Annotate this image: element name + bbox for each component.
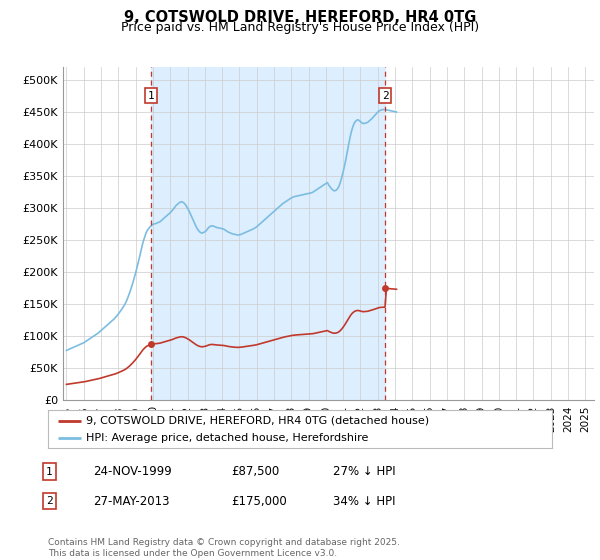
Text: 1: 1 xyxy=(148,91,155,101)
Text: 2: 2 xyxy=(382,91,388,101)
Text: £175,000: £175,000 xyxy=(231,494,287,508)
Text: 9, COTSWOLD DRIVE, HEREFORD, HR4 0TG: 9, COTSWOLD DRIVE, HEREFORD, HR4 0TG xyxy=(124,10,476,25)
Text: 9, COTSWOLD DRIVE, HEREFORD, HR4 0TG (detached house): 9, COTSWOLD DRIVE, HEREFORD, HR4 0TG (de… xyxy=(86,416,429,426)
Text: 34% ↓ HPI: 34% ↓ HPI xyxy=(333,494,395,508)
Text: 24-NOV-1999: 24-NOV-1999 xyxy=(93,465,172,478)
Text: 27-MAY-2013: 27-MAY-2013 xyxy=(93,494,170,508)
Text: £87,500: £87,500 xyxy=(231,465,279,478)
Text: 1: 1 xyxy=(46,466,53,477)
Bar xyxy=(151,67,385,400)
Text: HPI: Average price, detached house, Herefordshire: HPI: Average price, detached house, Here… xyxy=(86,433,368,444)
Text: Price paid vs. HM Land Registry's House Price Index (HPI): Price paid vs. HM Land Registry's House … xyxy=(121,21,479,34)
Text: Contains HM Land Registry data © Crown copyright and database right 2025.
This d: Contains HM Land Registry data © Crown c… xyxy=(48,538,400,558)
Text: 27% ↓ HPI: 27% ↓ HPI xyxy=(333,465,395,478)
Text: 2: 2 xyxy=(46,496,53,506)
